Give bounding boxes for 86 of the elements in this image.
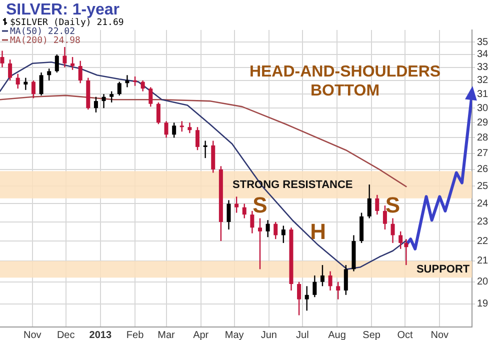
y-tick-label: 35 (477, 36, 489, 48)
x-tick-label: Dec (56, 330, 75, 340)
band-label: SUPPORT (416, 263, 470, 276)
candlestick (234, 196, 239, 214)
y-tick-label: 31 (477, 88, 489, 100)
y-tick-label: 21 (477, 256, 489, 267)
candlestick (404, 238, 408, 266)
y-tick-label: 22 (477, 236, 489, 247)
y-tick-label: 25 (477, 180, 489, 192)
annotation: S (385, 192, 400, 218)
candlestick (375, 194, 380, 216)
candlestick (156, 102, 160, 125)
y-tick-label: 34 (477, 49, 489, 60)
y-tick-label: 26 (477, 164, 489, 176)
candlestick (125, 74, 130, 88)
x-tick-label: Nov (430, 330, 449, 340)
candlestick (281, 225, 286, 244)
legend-label: MA(200) 24.98 (10, 36, 80, 46)
candlestick (297, 281, 302, 316)
candlestick (148, 86, 153, 108)
candlestick (203, 140, 208, 159)
candlestick (16, 73, 20, 90)
candlestick (258, 218, 262, 270)
candlestick (312, 274, 317, 298)
x-tick-label: Nov (23, 330, 42, 340)
candlestick (0, 50, 4, 68)
candlestick (367, 184, 372, 219)
candlestick (39, 72, 44, 96)
y-tick-label: 23 (477, 216, 489, 228)
candlestick (250, 210, 254, 234)
x-tick-label: Feb (126, 330, 144, 340)
y-tick-label: 19 (477, 298, 489, 310)
candlestick (226, 200, 231, 230)
candlestick (398, 230, 403, 250)
candlestick (336, 281, 340, 300)
candlestick (180, 120, 184, 132)
candlestick (188, 122, 192, 134)
legend-label: $SILVER (Daily) 21.69 (10, 18, 124, 28)
candlestick (274, 221, 278, 240)
x-tick-label: Apr (193, 330, 210, 340)
y-tick-label: 20 (477, 276, 489, 288)
candlestick (24, 77, 28, 91)
candlestick (102, 93, 106, 109)
candlestick (54, 54, 59, 74)
x-tick-label: May (224, 330, 244, 340)
annotation: S (252, 192, 268, 218)
candlestick (320, 264, 324, 287)
x-tick-label: Jun (260, 330, 277, 340)
candlestick (47, 68, 52, 82)
candlestick (62, 46, 67, 68)
candlestick (164, 120, 168, 138)
candlestick (196, 126, 200, 151)
x-tick-label: 2013 (89, 330, 112, 340)
y-tick-label: 30 (477, 102, 489, 114)
x-tick-label: Jul (296, 330, 309, 340)
candlestick (304, 286, 309, 312)
candlestick (133, 76, 138, 86)
candlestick (390, 218, 395, 244)
candlestick (70, 56, 75, 70)
candlestick (344, 264, 348, 296)
x-tick-label: Aug (328, 330, 346, 340)
candlestick (266, 220, 270, 238)
y-tick-label: 24 (477, 198, 489, 210)
y-tick-label: 32 (477, 75, 489, 86)
y-tick-label: 29 (477, 117, 489, 128)
annotation: H (310, 218, 326, 244)
candlestick (140, 80, 145, 92)
y-tick-label: 27 (477, 148, 489, 160)
y-tick-label: 33 (477, 62, 489, 74)
candlestick (8, 58, 12, 82)
candlestick (117, 81, 122, 96)
x-tick-label: Oct (397, 330, 414, 340)
x-tick-label: Mar (158, 330, 176, 340)
legend-label: MA(50) 22.02 (10, 27, 76, 37)
candlestick (382, 204, 387, 230)
candlestick (172, 122, 176, 138)
y-tick-label: 28 (477, 132, 489, 144)
x-tick-label: Sep (362, 330, 381, 340)
candlestick (31, 80, 36, 99)
candlestick (242, 203, 246, 219)
candlestick (78, 60, 82, 84)
candlestick (328, 270, 332, 292)
annotation: HEAD-AND-SHOULDERS BOTTOM (249, 63, 441, 100)
chart-title: SILVER: 1-year (6, 1, 120, 18)
candlestick (110, 90, 114, 104)
candlestick (94, 96, 98, 114)
